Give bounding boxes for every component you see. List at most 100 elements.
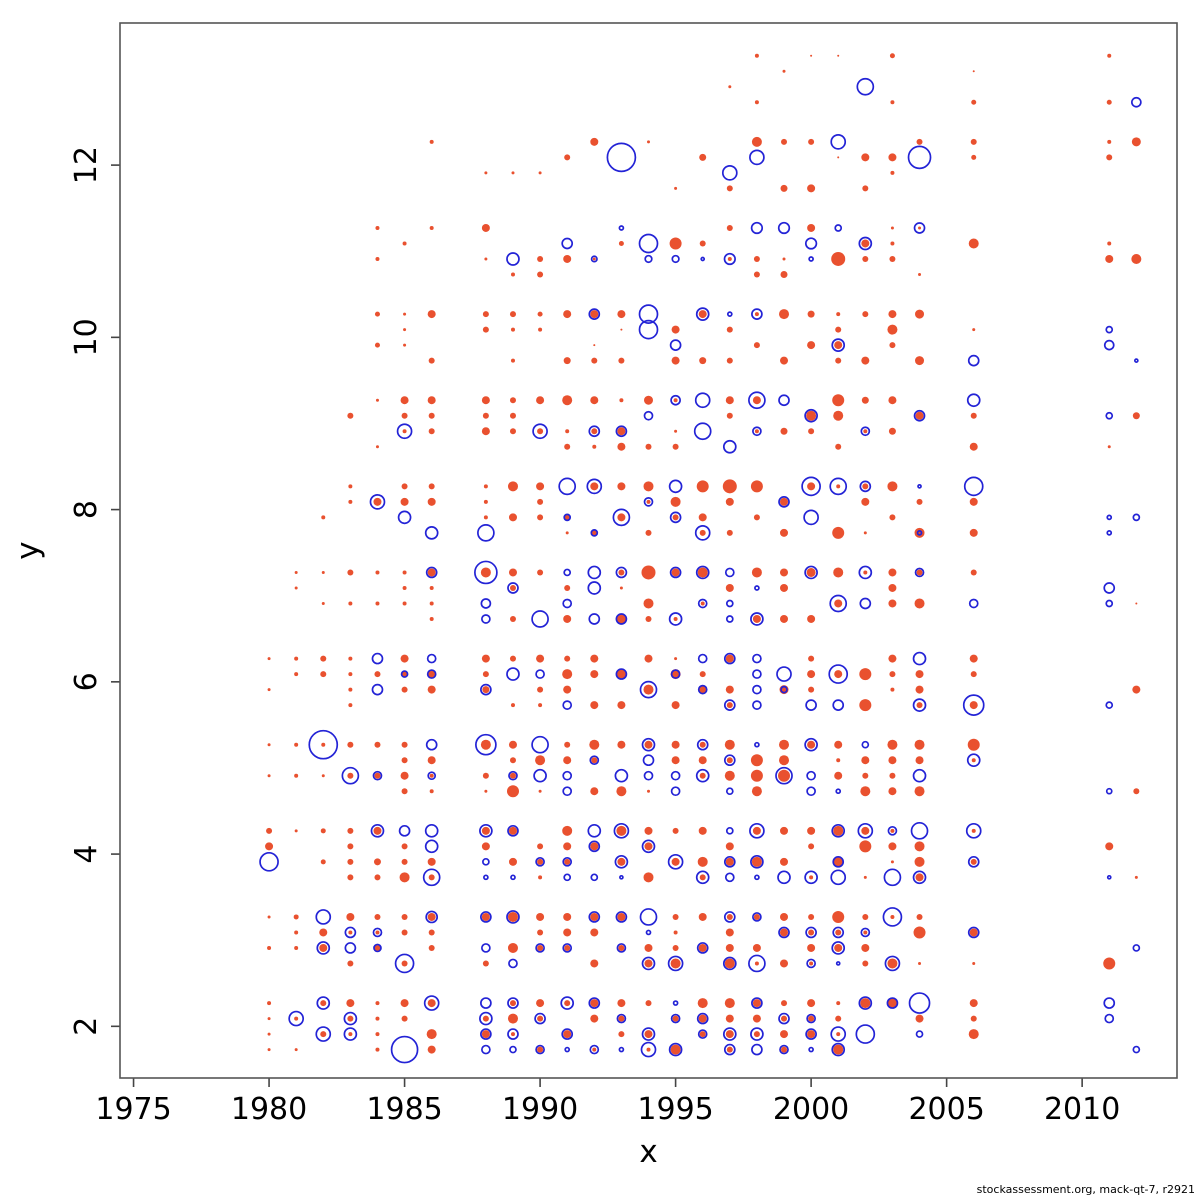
negative-bubble <box>375 601 380 606</box>
negative-bubble <box>752 943 761 952</box>
negative-bubble <box>751 567 762 578</box>
negative-bubble <box>401 788 408 795</box>
negative-bubble <box>890 226 894 230</box>
negative-bubble <box>267 1032 271 1036</box>
negative-bubble <box>401 741 408 748</box>
negative-bubble <box>320 1000 327 1007</box>
negative-bubble <box>808 686 815 693</box>
negative-bubble <box>427 912 436 921</box>
negative-bubble <box>347 741 354 748</box>
positive-bubble <box>808 1046 814 1053</box>
positive-bubble <box>750 221 764 235</box>
x-tick-label: 1990 <box>502 1092 578 1127</box>
negative-bubble <box>427 310 436 319</box>
negative-bubble <box>753 514 760 521</box>
positive-bubble <box>917 483 922 489</box>
positive-bubble <box>962 694 985 716</box>
negative-bubble <box>643 684 654 695</box>
negative-bubble <box>670 496 681 507</box>
positive-bubble <box>858 996 873 1010</box>
negative-bubble <box>617 740 626 749</box>
positive-bubble <box>343 1027 358 1041</box>
negative-bubble <box>564 1000 571 1007</box>
negative-bubble <box>861 943 870 952</box>
negative-bubble <box>294 930 299 935</box>
negative-bubble <box>916 138 923 145</box>
positive-bubble <box>830 869 847 886</box>
negative-bubble <box>807 310 815 318</box>
negative-bubble <box>563 912 572 921</box>
positive-bubble <box>563 873 572 882</box>
positive-bubble <box>371 683 384 696</box>
negative-bubble <box>971 758 976 763</box>
positive-bubble <box>474 560 498 585</box>
positive-bubble <box>533 768 547 783</box>
negative-bubble <box>375 570 380 575</box>
negative-bubble <box>293 914 299 920</box>
negative-bubble <box>590 912 599 921</box>
negative-bubble <box>888 599 897 608</box>
negative-bubble <box>750 480 763 493</box>
positive-bubble <box>480 1028 492 1040</box>
negative-bubble <box>320 655 327 662</box>
negative-bubble <box>888 756 897 765</box>
positive-bubble <box>479 823 493 838</box>
positive-bubble <box>828 664 849 684</box>
positive-bubble <box>832 855 845 868</box>
negative-bubble <box>836 758 841 763</box>
positive-bubble <box>390 1035 419 1064</box>
negative-bubble <box>564 655 571 662</box>
negative-bubble <box>510 703 515 708</box>
negative-bubble <box>969 999 978 1008</box>
negative-bubble <box>726 326 733 333</box>
positive-bubble <box>641 1027 656 1041</box>
negative-bubble <box>859 699 872 712</box>
negative-bubble <box>617 442 626 451</box>
negative-bubble <box>319 943 328 952</box>
negative-bubble <box>294 742 299 747</box>
negative-bubble <box>347 412 354 419</box>
negative-bubble <box>294 656 299 661</box>
negative-bubble <box>618 569 625 576</box>
positive-bubble <box>750 612 764 626</box>
negative-bubble <box>563 756 572 765</box>
negative-bubble <box>590 787 599 796</box>
negative-bubble <box>726 757 733 764</box>
negative-bubble <box>752 614 761 623</box>
negative-bubble <box>672 827 679 834</box>
negative-bubble <box>510 272 515 277</box>
positive-bubble <box>697 1029 708 1039</box>
negative-bubble <box>616 825 627 836</box>
negative-bubble <box>808 138 815 145</box>
negative-bubble <box>889 53 895 59</box>
negative-bubble <box>862 483 869 490</box>
negative-bubble <box>1106 99 1112 105</box>
positive-bubble <box>590 255 598 263</box>
negative-bubble <box>888 654 897 663</box>
negative-bubble <box>510 358 515 363</box>
positive-bubble <box>372 927 383 938</box>
positive-bubble <box>606 142 637 173</box>
negative-bubble <box>1107 53 1112 58</box>
positive-bubble <box>804 408 818 423</box>
positive-bubble <box>725 599 734 608</box>
positive-bubble <box>803 509 819 526</box>
negative-bubble <box>971 99 977 105</box>
negative-bubble <box>645 615 652 622</box>
positive-bubble <box>668 1042 683 1057</box>
positive-bubble <box>697 684 708 695</box>
positive-bubble <box>908 992 931 1014</box>
positive-bubble <box>694 524 711 541</box>
negative-bubble <box>267 688 271 692</box>
negative-bubble <box>590 654 599 663</box>
positive-bubble <box>967 926 980 939</box>
negative-bubble <box>482 412 489 419</box>
negative-bubble <box>836 1032 841 1037</box>
negative-bubble <box>348 601 353 606</box>
bubble-marks <box>259 53 1142 1064</box>
positive-bubble <box>308 729 339 760</box>
negative-bubble <box>374 741 381 748</box>
negative-bubble <box>807 184 816 193</box>
negative-bubble <box>754 53 759 58</box>
